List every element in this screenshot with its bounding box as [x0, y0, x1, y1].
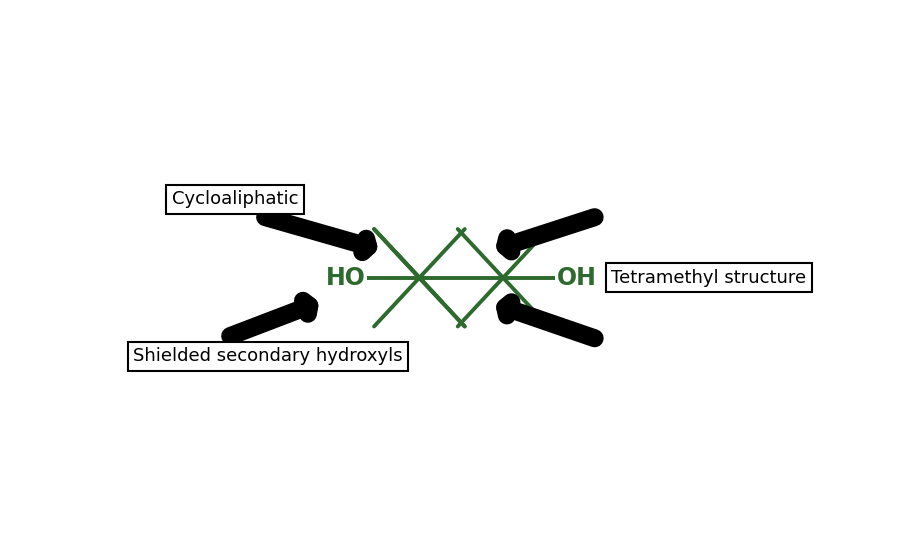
- Text: HO: HO: [326, 266, 365, 290]
- Text: Cycloaliphatic: Cycloaliphatic: [172, 190, 298, 208]
- Text: Shielded secondary hydroxyls: Shielded secondary hydroxyls: [133, 347, 403, 365]
- Text: Tetramethyl structure: Tetramethyl structure: [611, 269, 806, 287]
- Text: OH: OH: [557, 266, 597, 290]
